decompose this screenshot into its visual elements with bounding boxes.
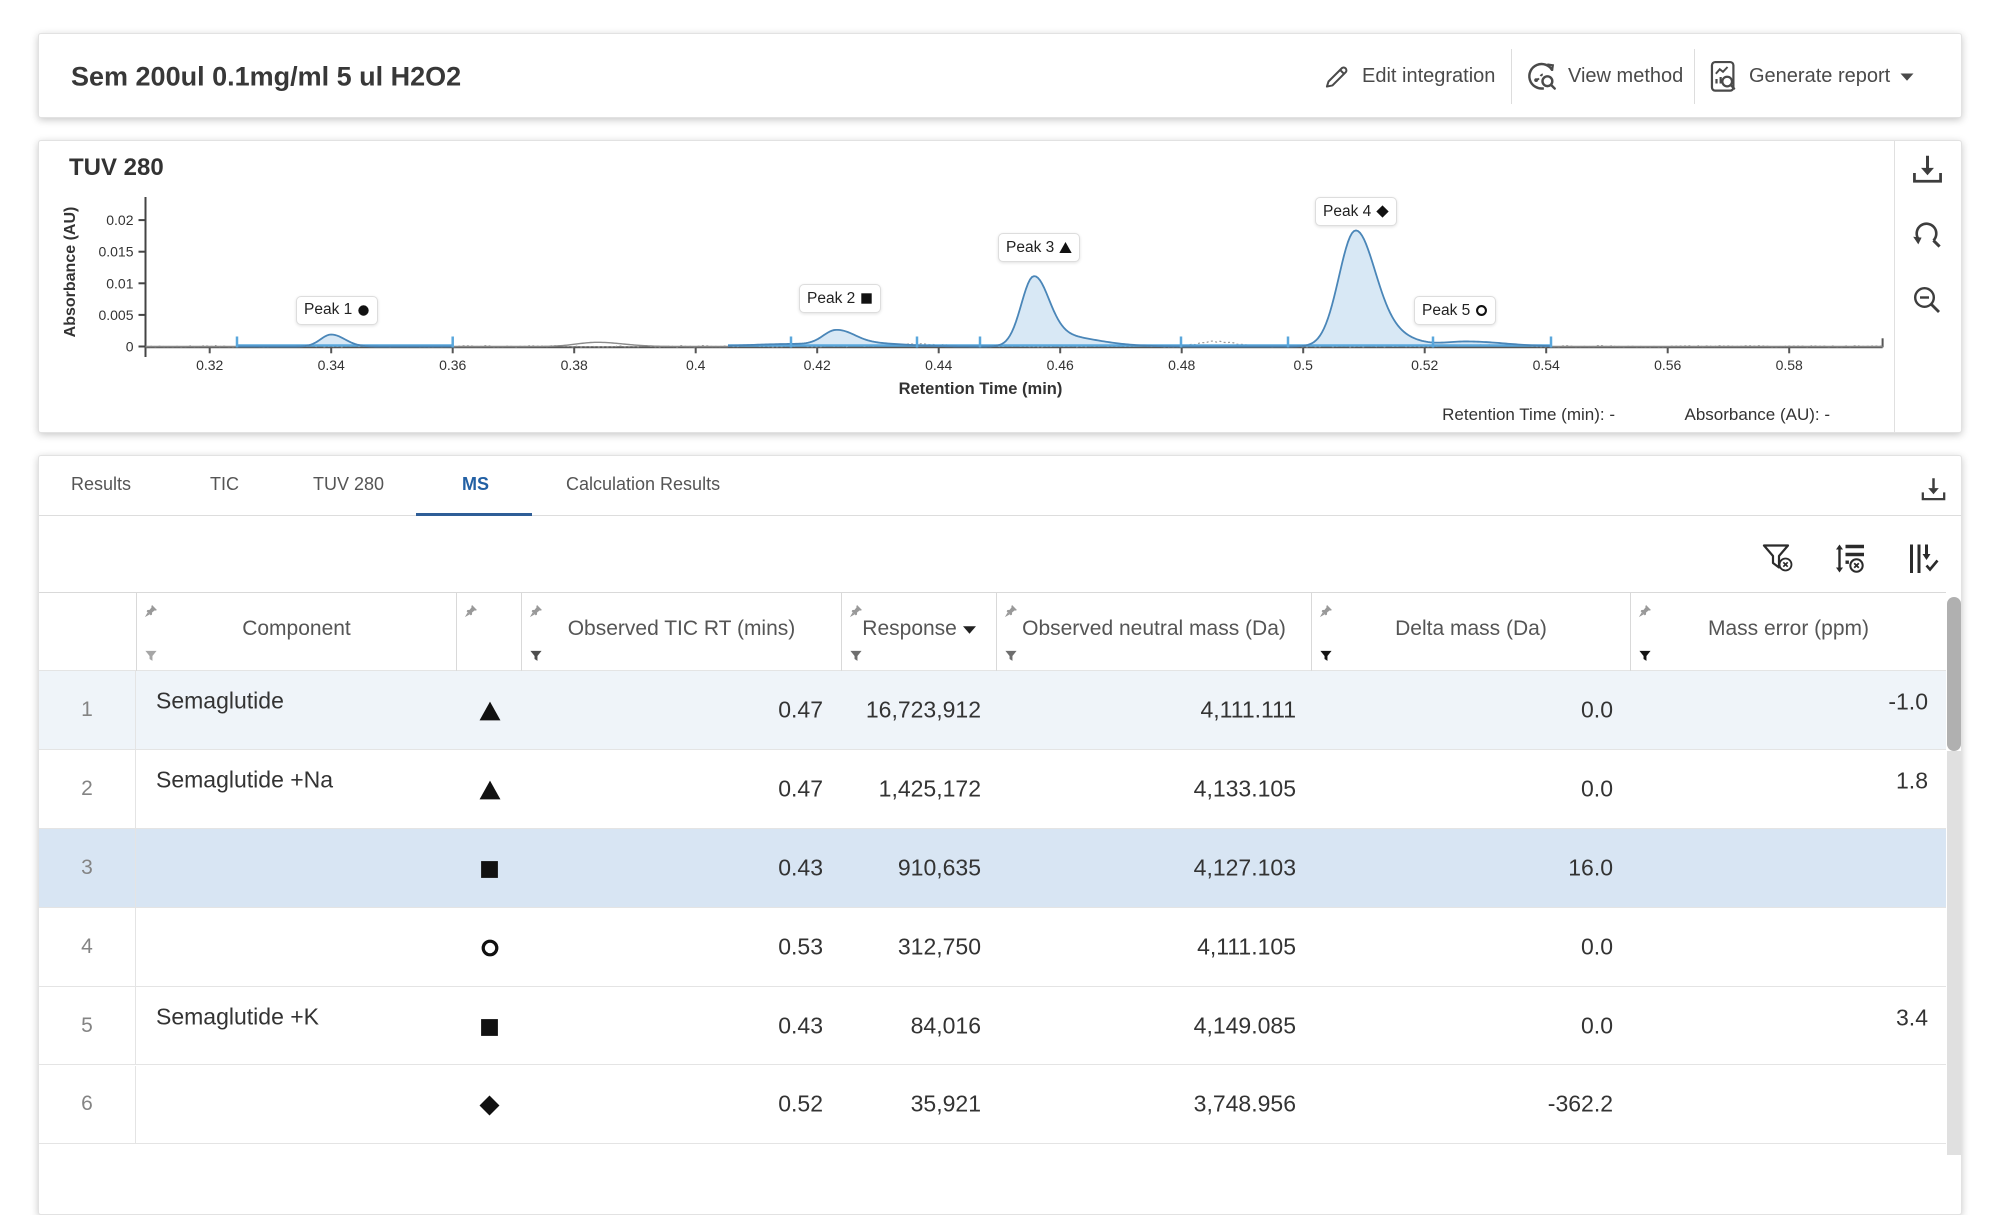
- svg-text:0.36: 0.36: [439, 357, 466, 373]
- svg-text:0.005: 0.005: [98, 307, 133, 323]
- svg-text:0.48: 0.48: [1168, 357, 1195, 373]
- svg-text:0.32: 0.32: [196, 357, 223, 373]
- svg-text:0.015: 0.015: [98, 244, 133, 260]
- svg-text:0.46: 0.46: [1047, 357, 1074, 373]
- svg-text:0.42: 0.42: [804, 357, 831, 373]
- svg-text:0.38: 0.38: [561, 357, 588, 373]
- svg-text:0.44: 0.44: [925, 357, 952, 373]
- svg-text:0.52: 0.52: [1411, 357, 1438, 373]
- svg-text:0.56: 0.56: [1654, 357, 1681, 373]
- svg-text:0.4: 0.4: [686, 357, 706, 373]
- svg-text:0.54: 0.54: [1533, 357, 1560, 373]
- svg-text:0.01: 0.01: [106, 275, 133, 291]
- svg-text:0.02: 0.02: [106, 212, 133, 228]
- svg-text:Retention Time (min): Retention Time (min): [899, 380, 1063, 398]
- svg-text:0: 0: [126, 339, 134, 355]
- svg-text:0.5: 0.5: [1293, 357, 1313, 373]
- svg-text:0.58: 0.58: [1776, 357, 1803, 373]
- svg-text:0.34: 0.34: [318, 357, 345, 373]
- svg-text:Absorbance (AU): Absorbance (AU): [62, 207, 79, 338]
